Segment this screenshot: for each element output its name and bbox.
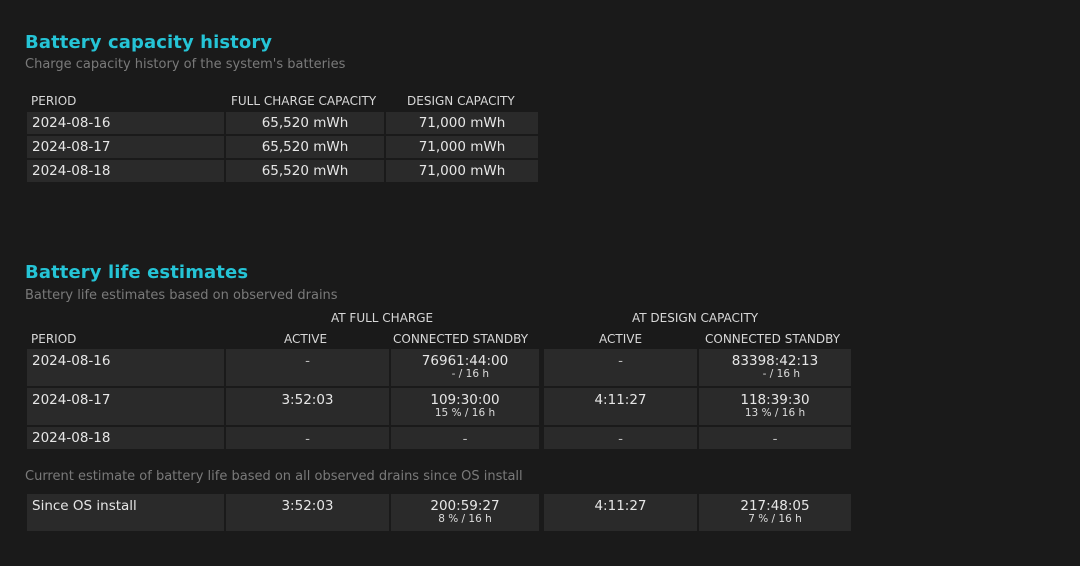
life-standby-design-sub: - / 16 h: [762, 368, 800, 380]
capacity-full-cell: 65,520 mWh: [226, 160, 384, 182]
capacity-header-design: DESIGN CAPACITY: [407, 94, 515, 108]
life-header-active-design: ACTIVE: [599, 332, 643, 346]
life-active-design-cell: -: [544, 349, 697, 386]
life-standby-cell: 76961:44:00 - / 16 h: [391, 349, 539, 386]
capacity-full-cell: 65,520 mWh: [226, 136, 384, 158]
life-subtitle: Battery life estimates based on observed…: [25, 288, 338, 303]
since-standby-value: 200:59:27: [430, 498, 500, 514]
life-standby-cell: 109:30:00 15 % / 16 h: [391, 388, 539, 425]
since-standby-design-value: 217:48:05: [740, 498, 810, 514]
life-standby-design-cell: 83398:42:13 - / 16 h: [699, 349, 851, 386]
life-header-standby-design: CONNECTED STANDBY: [705, 332, 841, 346]
capacity-design-cell: 71,000 mWh: [386, 112, 538, 134]
since-standby-design-sub: 7 % / 16 h: [748, 513, 802, 525]
capacity-title: Battery capacity history: [25, 32, 273, 53]
life-standby-design-cell: 118:39:30 13 % / 16 h: [699, 388, 851, 425]
life-standby-value: 76961:44:00: [421, 353, 509, 369]
life-header-active: ACTIVE: [284, 332, 328, 346]
life-header-period: PERIOD: [31, 332, 77, 346]
life-active-cell: -: [226, 427, 389, 449]
life-standby-sub: - / 16 h: [451, 368, 489, 380]
capacity-period-cell: 2024-08-16: [27, 112, 224, 134]
life-standby-design-sub: 13 % / 16 h: [744, 407, 806, 419]
life-standby-design-value: 118:39:30: [740, 392, 810, 408]
since-standby-cell: 200:59:27 8 % / 16 h: [391, 494, 539, 531]
since-period-cell: Since OS install: [27, 494, 224, 531]
life-group-full-charge: AT FULL CHARGE: [331, 311, 434, 325]
capacity-subtitle: Charge capacity history of the system's …: [25, 57, 346, 72]
life-standby-sub: 15 % / 16 h: [434, 407, 496, 419]
life-period-cell: 2024-08-18: [27, 427, 224, 449]
since-install-label: Current estimate of battery life based o…: [25, 469, 523, 484]
life-title: Battery life estimates: [25, 262, 249, 283]
since-standby-design-cell: 217:48:05 7 % / 16 h: [699, 494, 851, 531]
life-standby-value: 109:30:00: [430, 392, 500, 408]
life-period-cell: 2024-08-16: [27, 349, 224, 386]
life-header-standby: CONNECTED STANDBY: [393, 332, 529, 346]
life-active-cell: 3:52:03: [226, 388, 389, 425]
life-group-design-capacity: AT DESIGN CAPACITY: [632, 311, 759, 325]
capacity-design-cell: 71,000 mWh: [386, 136, 538, 158]
life-period-cell: 2024-08-17: [27, 388, 224, 425]
capacity-header-period: PERIOD: [31, 94, 77, 108]
since-active-design-cell: 4:11:27: [544, 494, 697, 531]
capacity-period-cell: 2024-08-18: [27, 160, 224, 182]
since-standby-sub: 8 % / 16 h: [438, 513, 492, 525]
capacity-design-cell: 71,000 mWh: [386, 160, 538, 182]
capacity-period-cell: 2024-08-17: [27, 136, 224, 158]
life-standby-design-cell: -: [699, 427, 851, 449]
life-active-cell: -: [226, 349, 389, 386]
life-standby-cell: -: [391, 427, 539, 449]
life-standby-design-value: 83398:42:13: [731, 353, 819, 369]
life-active-design-cell: -: [544, 427, 697, 449]
life-active-design-cell: 4:11:27: [544, 388, 697, 425]
since-active-cell: 3:52:03: [226, 494, 389, 531]
capacity-full-cell: 65,520 mWh: [226, 112, 384, 134]
capacity-header-full: FULL CHARGE CAPACITY: [231, 94, 377, 108]
